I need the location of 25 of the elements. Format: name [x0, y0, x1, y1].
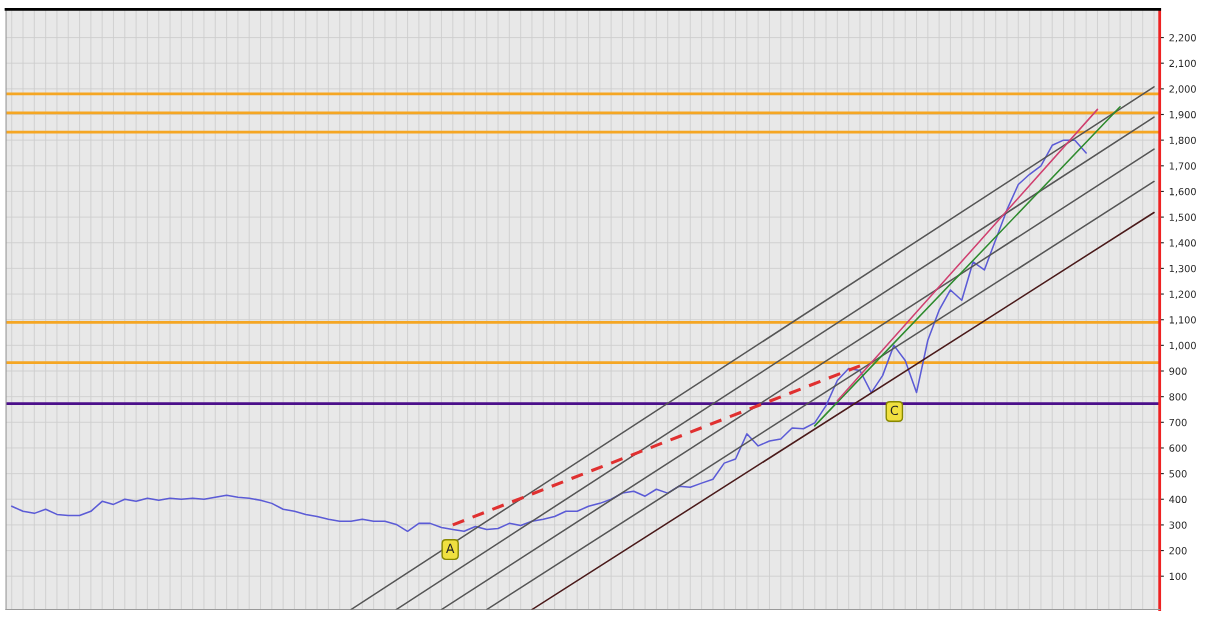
y-tick-label: 100 — [1169, 572, 1187, 581]
y-tick-label: 600 — [1169, 444, 1187, 452]
y-tick-label: 500 — [1169, 470, 1187, 478]
y-tick-label: 800 — [1169, 393, 1187, 401]
y-tick-label: 1,000 — [1169, 341, 1196, 351]
annotation: A — [446, 543, 455, 553]
y-tick-label: 1,800 — [1169, 136, 1196, 145]
y-tick-label: 1,700 — [1169, 162, 1196, 171]
y-tick-label: 300 — [1169, 521, 1187, 529]
annotation: C — [890, 405, 899, 416]
y-tick-label: 1,300 — [1169, 264, 1196, 274]
y-tick-label: 1,100 — [1169, 316, 1196, 325]
y-tick-label: 1,200 — [1169, 290, 1196, 299]
y-tick-label: 700 — [1169, 418, 1187, 427]
y-tick-label: 200 — [1169, 547, 1187, 555]
y-tick-label: 2,200 — [1169, 34, 1196, 43]
y-tick-label: 900 — [1169, 367, 1187, 375]
y-tick-label: 2,000 — [1169, 85, 1196, 94]
y-tick-label: 1,500 — [1169, 213, 1196, 222]
y-tick-label: 1,600 — [1169, 187, 1196, 197]
line-series — [10, 139, 1087, 533]
y-tick-label: 400 — [1169, 495, 1187, 504]
y-tick-label: 1,400 — [1169, 239, 1196, 248]
y-tick-label: 1,900 — [1169, 110, 1196, 120]
y-tick-label: 2,100 — [1169, 59, 1196, 69]
